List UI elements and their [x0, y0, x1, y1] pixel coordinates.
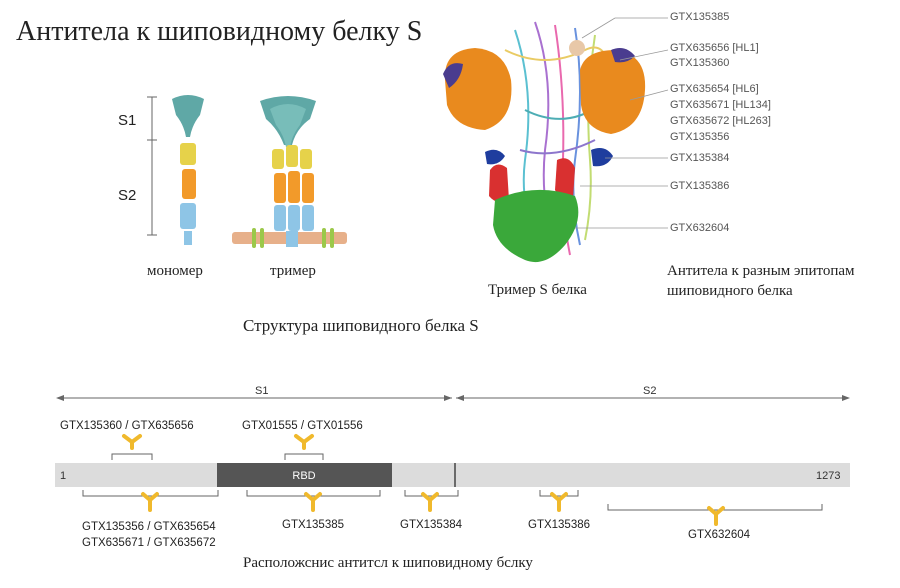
- bottom-antibody-3: [404, 490, 459, 512]
- epitope-linear-map: S1 S2 1 1273 RBD: [55, 385, 850, 526]
- trimer-label: тример: [270, 263, 316, 279]
- monomer-illustration: [172, 95, 204, 245]
- domain-s1-label: S1: [118, 112, 136, 129]
- spike-structure-diagram: S1 S2: [118, 95, 347, 248]
- epitope-caption-line1: Антитела к разным эпитопам: [667, 263, 855, 279]
- protein-sequence-bar: [55, 463, 850, 487]
- monomer-label: мономер: [147, 263, 203, 279]
- bottom-antibody-1-label-line1: GTX135356 / GTX635654: [82, 521, 216, 533]
- top-left-antibody-label: GTX135360 / GTX635656: [60, 420, 194, 432]
- trimer-illustration: [232, 96, 347, 248]
- ab-label-gtx135384: GTX135384: [670, 152, 730, 164]
- epitope-leader-lines: [575, 17, 669, 229]
- bottom-antibody-3-label: GTX135384: [400, 519, 463, 531]
- ab-label-gtx135386: GTX135386: [670, 180, 730, 192]
- top-antibody-mid: [284, 434, 324, 460]
- epitope-caption-line2: шиповидного белка: [667, 283, 793, 299]
- rbd-region: [217, 463, 392, 487]
- sequence-start-label: 1: [60, 470, 66, 482]
- bottom-antibody-4: [539, 490, 579, 512]
- bottom-antibody-2: [246, 490, 381, 512]
- s2-region-label: S2: [643, 385, 656, 397]
- bottom-antibody-4-label: GTX135386: [528, 519, 591, 531]
- page-title: Антитела к шиповидному белку S: [16, 16, 423, 47]
- s1-region-label: S1: [255, 385, 268, 397]
- bottom-antibody-1: [82, 490, 219, 512]
- bottom-antibody-1-label-line2: GTX635671 / GTX635672: [82, 537, 216, 549]
- ab-label-gtx635656: GTX635656 [HL1]: [670, 42, 759, 54]
- ab-label-gtx135356: GTX135356: [670, 131, 730, 143]
- top-antibody-left: [111, 434, 153, 460]
- ab-label-gtx635672: GTX635672 [HL263]: [670, 115, 771, 127]
- ab-label-gtx635671: GTX635671 [HL134]: [670, 99, 771, 111]
- spike-trimer-3d-image: [443, 21, 646, 263]
- ab-label-gtx135385: GTX135385: [670, 11, 730, 23]
- ab-label-gtx635654: GTX635654 [HL6]: [670, 83, 759, 95]
- bottom-antibody-2-label: GTX135385: [282, 519, 345, 531]
- ab-label-gtx632604: GTX632604: [670, 222, 730, 234]
- ab-label-gtx135360: GTX135360: [670, 57, 730, 69]
- linear-map-caption: Расположснис антитсл к шиповидному бслку: [243, 555, 533, 571]
- trimer-caption: Тример S белка: [488, 282, 587, 298]
- rbd-label: RBD: [292, 470, 315, 482]
- structure-caption: Структура шиповидного белка S: [243, 316, 479, 335]
- sequence-end-label: 1273: [816, 470, 840, 482]
- top-mid-antibody-label: GTX01555 / GTX01556: [242, 420, 363, 432]
- bottom-antibody-5: [607, 504, 823, 526]
- bottom-antibody-5-label: GTX632604: [688, 529, 751, 541]
- domain-s2-label: S2: [118, 187, 136, 204]
